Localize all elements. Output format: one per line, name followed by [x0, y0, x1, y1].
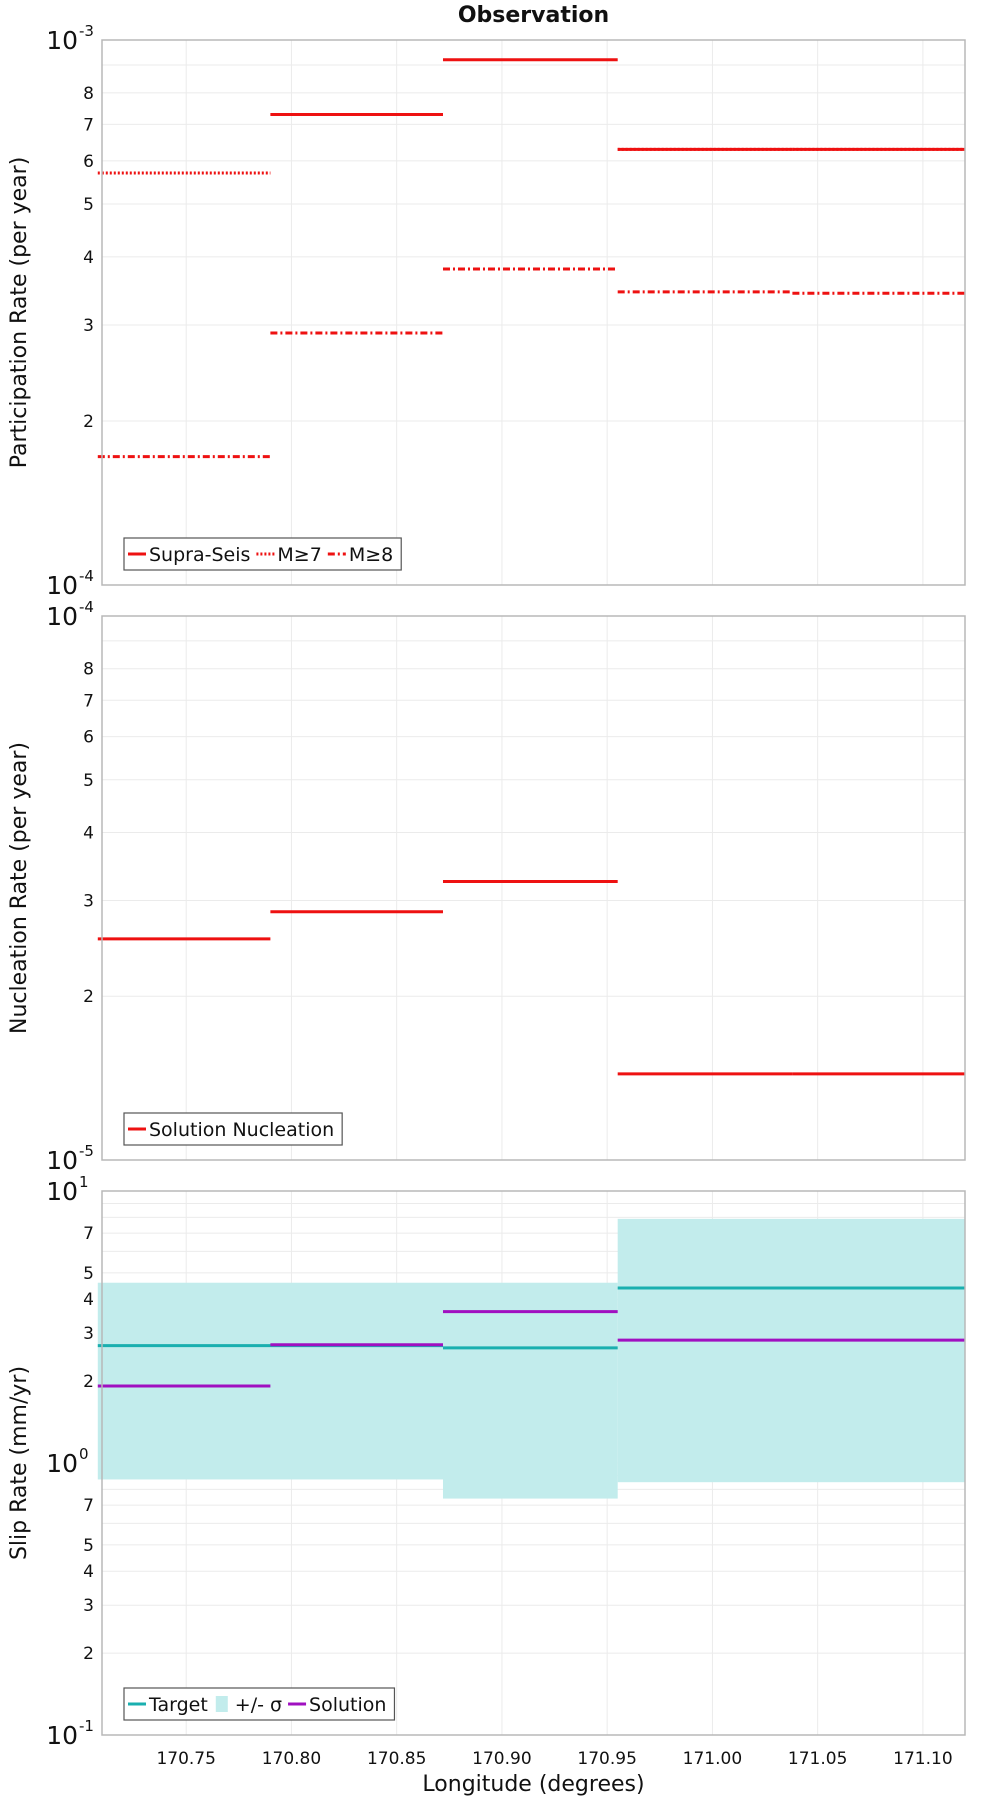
y-tick-label: 7: [83, 691, 94, 711]
x-tick-label: 170.90: [472, 1749, 531, 1769]
y-tick-label: 2: [83, 1372, 94, 1392]
y-decade-label-exponent: -1: [79, 1717, 94, 1735]
legend-entry-label: Supra-Seis: [149, 544, 250, 566]
plot-frame: [101, 1190, 966, 1736]
x-axis-label: Longitude (degrees): [422, 1772, 644, 1797]
legend: Supra-Seis M≥7 M≥8: [123, 537, 402, 571]
y-tick-label: 5: [83, 1264, 94, 1284]
y-tick-label: 2: [83, 412, 94, 432]
y-decade-label-base: 10: [46, 1721, 78, 1750]
y-tick-label: 5: [83, 195, 94, 215]
y-decade-label-exponent: -5: [79, 1142, 94, 1160]
y-tick-label: 8: [83, 84, 94, 104]
x-tick-label: 171.00: [683, 1749, 742, 1769]
y-tick-label: 7: [83, 1224, 94, 1244]
x-tick-label: 171.10: [893, 1749, 952, 1769]
y-decade-label-base: 10: [46, 602, 78, 631]
y-decade-label-base: 10: [46, 26, 78, 55]
y-tick-label: 4: [83, 1290, 94, 1310]
y-tick-label: 4: [83, 823, 94, 843]
chart-title: Observation: [458, 3, 609, 28]
legend-entry-label: M≥8: [349, 544, 393, 566]
grid: [102, 40, 965, 585]
sigma-band-segment: [442, 1282, 618, 1499]
x-tick-label: 170.75: [156, 1749, 215, 1769]
y-decade-label-base: 10: [46, 1177, 78, 1206]
grid: [102, 616, 965, 1160]
plot-frame: [101, 615, 966, 1161]
y-tick-label: 2: [83, 987, 94, 1007]
legend-swatch: [215, 1696, 228, 1712]
legend-entry-label: +/- σ: [235, 1694, 282, 1716]
x-tick-label: 170.85: [367, 1749, 426, 1769]
y-decade-label-exponent: 1: [79, 1173, 89, 1191]
y-tick-label: 5: [83, 1536, 94, 1556]
y-decade-label-base: 10: [46, 571, 78, 600]
y-tick-label: 7: [83, 115, 94, 135]
y-axis-label: Slip Rate (mm/yr): [7, 1366, 32, 1560]
y-axis-label: Participation Rate (per year): [7, 157, 32, 469]
x-tick-label: 170.80: [262, 1749, 321, 1769]
legend: Solution Nucleation: [123, 1112, 343, 1146]
y-decade-label-base: 10: [46, 1146, 78, 1175]
y-axis-label: Nucleation Rate (per year): [7, 742, 32, 1034]
y-decade-label-exponent: -4: [79, 567, 94, 585]
y-tick-label: 4: [83, 248, 94, 268]
legend-box: [123, 1687, 396, 1721]
y-tick-label: 5: [83, 771, 94, 791]
legend-entry-label: Solution Nucleation: [149, 1119, 334, 1141]
y-tick-label: 3: [83, 891, 94, 911]
legend-entry-label: M≥7: [277, 544, 321, 566]
y-tick-label: 8: [83, 660, 94, 680]
y-tick-label: 7: [83, 1496, 94, 1516]
legend-entry-label: Solution: [309, 1694, 386, 1716]
legend-box: [123, 537, 402, 571]
x-tick-label: 171.05: [788, 1749, 847, 1769]
sigma-band-segment: [97, 1282, 443, 1480]
y-tick-label: 4: [83, 1562, 94, 1582]
y-tick-label: 3: [83, 316, 94, 336]
legend: Target +/- σ Solution: [123, 1687, 396, 1721]
legend-entry-label: Target: [148, 1694, 208, 1716]
sigma-band-segment: [617, 1218, 965, 1483]
plot-frame: [101, 39, 966, 586]
y-decade-label-base: 10: [46, 1449, 78, 1478]
y-tick-label: 3: [83, 1324, 94, 1344]
y-tick-label: 3: [83, 1596, 94, 1616]
y-decade-label-exponent: -3: [79, 22, 94, 40]
y-tick-label: 6: [83, 728, 94, 748]
y-tick-label: 6: [83, 152, 94, 172]
y-decade-label-exponent: 0: [79, 1445, 89, 1463]
legend-box: [123, 1112, 343, 1146]
x-tick-label: 170.95: [577, 1749, 636, 1769]
y-decade-label-exponent: -4: [79, 598, 94, 616]
y-tick-label: 2: [83, 1644, 94, 1664]
